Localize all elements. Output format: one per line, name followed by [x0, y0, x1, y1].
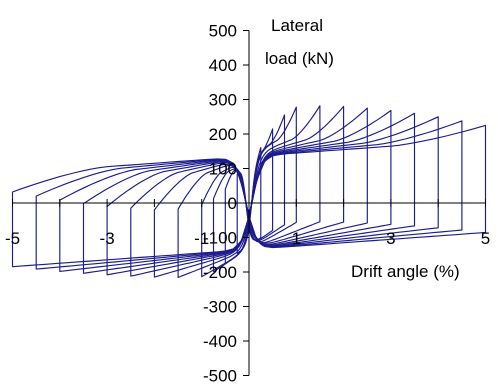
hysteresis-loop	[201, 106, 297, 278]
y-tick-label: 200	[209, 125, 237, 144]
x-tick-label: -3	[100, 229, 115, 248]
y-tick-label: 500	[209, 22, 237, 41]
y-axis-label-line-1: Lateral	[271, 16, 323, 35]
y-tick-label: -200	[203, 263, 237, 282]
hysteresis-loop	[130, 107, 368, 277]
y-tick-label: 400	[209, 56, 237, 75]
y-tick-label: -400	[203, 332, 237, 351]
hysteresis-loop	[177, 105, 321, 279]
y-tick-label: 300	[209, 91, 237, 110]
hysteresis-loop	[59, 116, 439, 272]
tick-labels: -5 -3 -1 1 3 5 -500 -400 -300 -200 -100 0 100 200 300 4…	[5, 22, 490, 386]
hysteresis-loop	[153, 105, 345, 278]
y-tick-label: -100	[203, 229, 237, 248]
axes	[12, 30, 486, 376]
x-tick-label: -1	[194, 229, 209, 248]
hysteresis-loop	[106, 109, 392, 276]
x-tick-label: 1	[292, 229, 301, 248]
x-tick-label: 3	[386, 229, 395, 248]
hysteresis-loop	[11, 124, 487, 268]
y-tick-label: 0	[228, 194, 237, 213]
y-tick-label: -500	[203, 367, 237, 386]
x-tick-label: -5	[5, 229, 20, 248]
y-tick-label: -300	[203, 298, 237, 317]
x-axis-label: Drift angle (%)	[351, 262, 460, 281]
y-axis-label-line-2: load (kN)	[265, 49, 334, 68]
y-tick-label: 100	[209, 160, 237, 179]
hysteresis-loop	[35, 120, 463, 270]
hysteresis-loop	[82, 112, 416, 274]
hysteresis-loops	[11, 105, 487, 279]
x-tick-label: 5	[481, 229, 490, 248]
